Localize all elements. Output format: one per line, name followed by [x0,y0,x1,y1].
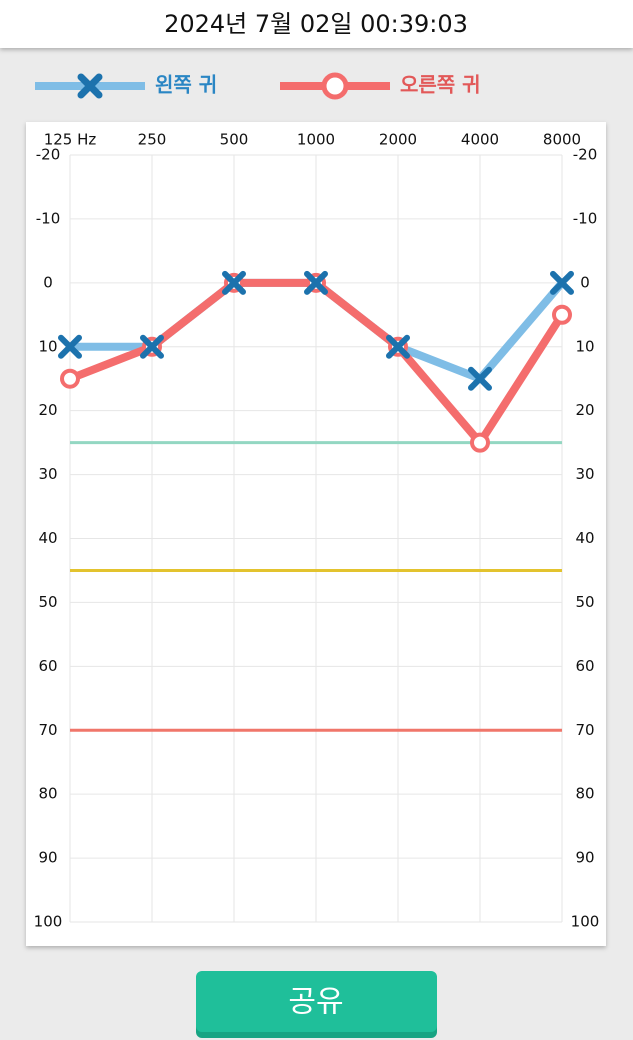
y2-tick-label: 30 [575,465,594,483]
y2-tick-label: 50 [575,593,594,611]
y2-tick-label: 60 [575,657,594,675]
y2-tick-label: -10 [573,209,598,227]
header-title: 2024년 7월 02일 00:39:03 [164,10,468,38]
marker-x [58,334,82,359]
y2-tick-label: 10 [575,337,594,355]
y-tick-label: 80 [38,785,57,803]
marker-circle [470,432,490,453]
y-tick-label: 20 [38,401,57,419]
y-tick-label: -20 [36,146,61,164]
x-tick-label: 1000 [297,131,335,149]
chart: 125 Hz 250 500 1000 2000 4000 8000-20-10010203… [34,72,600,931]
y-tick-label: 100 [34,913,63,931]
y2-tick-label: 100 [571,913,600,931]
y2-tick-label: 0 [580,273,590,291]
marker-circle [552,304,572,325]
share-button[interactable] [196,971,437,1032]
y2-tick-label: 80 [575,785,594,803]
y-tick-label: 30 [38,465,57,483]
marker-circle [60,368,80,389]
legend-label: 오른쪽 귀 [400,73,481,97]
y-tick-label: -10 [36,209,61,227]
y-tick-label: 50 [38,593,57,611]
y2-tick-label: 20 [575,401,594,419]
x-tick-label: 250 [138,131,167,149]
marker-x [550,270,574,295]
marker-x [386,334,410,359]
marker-x [222,270,246,295]
y2-tick-label: 90 [575,849,594,867]
marker-circle [321,72,349,100]
share-button-label[interactable]: 공유 [288,985,343,1020]
x-tick-label: 2000 [379,131,417,149]
y-tick-label: 70 [38,721,57,739]
legend-label: 왼쪽 귀 [155,73,217,97]
x-tick-label: 125 Hz [44,131,97,149]
x-tick-label: 4000 [461,131,499,149]
y2-tick-label: 40 [575,529,594,547]
y-tick-label: 0 [43,273,53,291]
y2-tick-label: -20 [573,146,598,164]
x-tick-label: 500 [220,131,249,149]
y2-tick-label: 70 [575,721,594,739]
y-tick-label: 60 [38,657,57,675]
y-tick-label: 10 [38,337,57,355]
header-bar [0,0,633,48]
y-tick-label: 40 [38,529,57,547]
x-tick-label: 8000 [543,131,581,149]
marker-x [468,366,492,391]
y-tick-label: 90 [38,849,57,867]
marker-x [140,334,164,359]
marker-x [77,73,103,99]
marker-x [304,270,328,295]
